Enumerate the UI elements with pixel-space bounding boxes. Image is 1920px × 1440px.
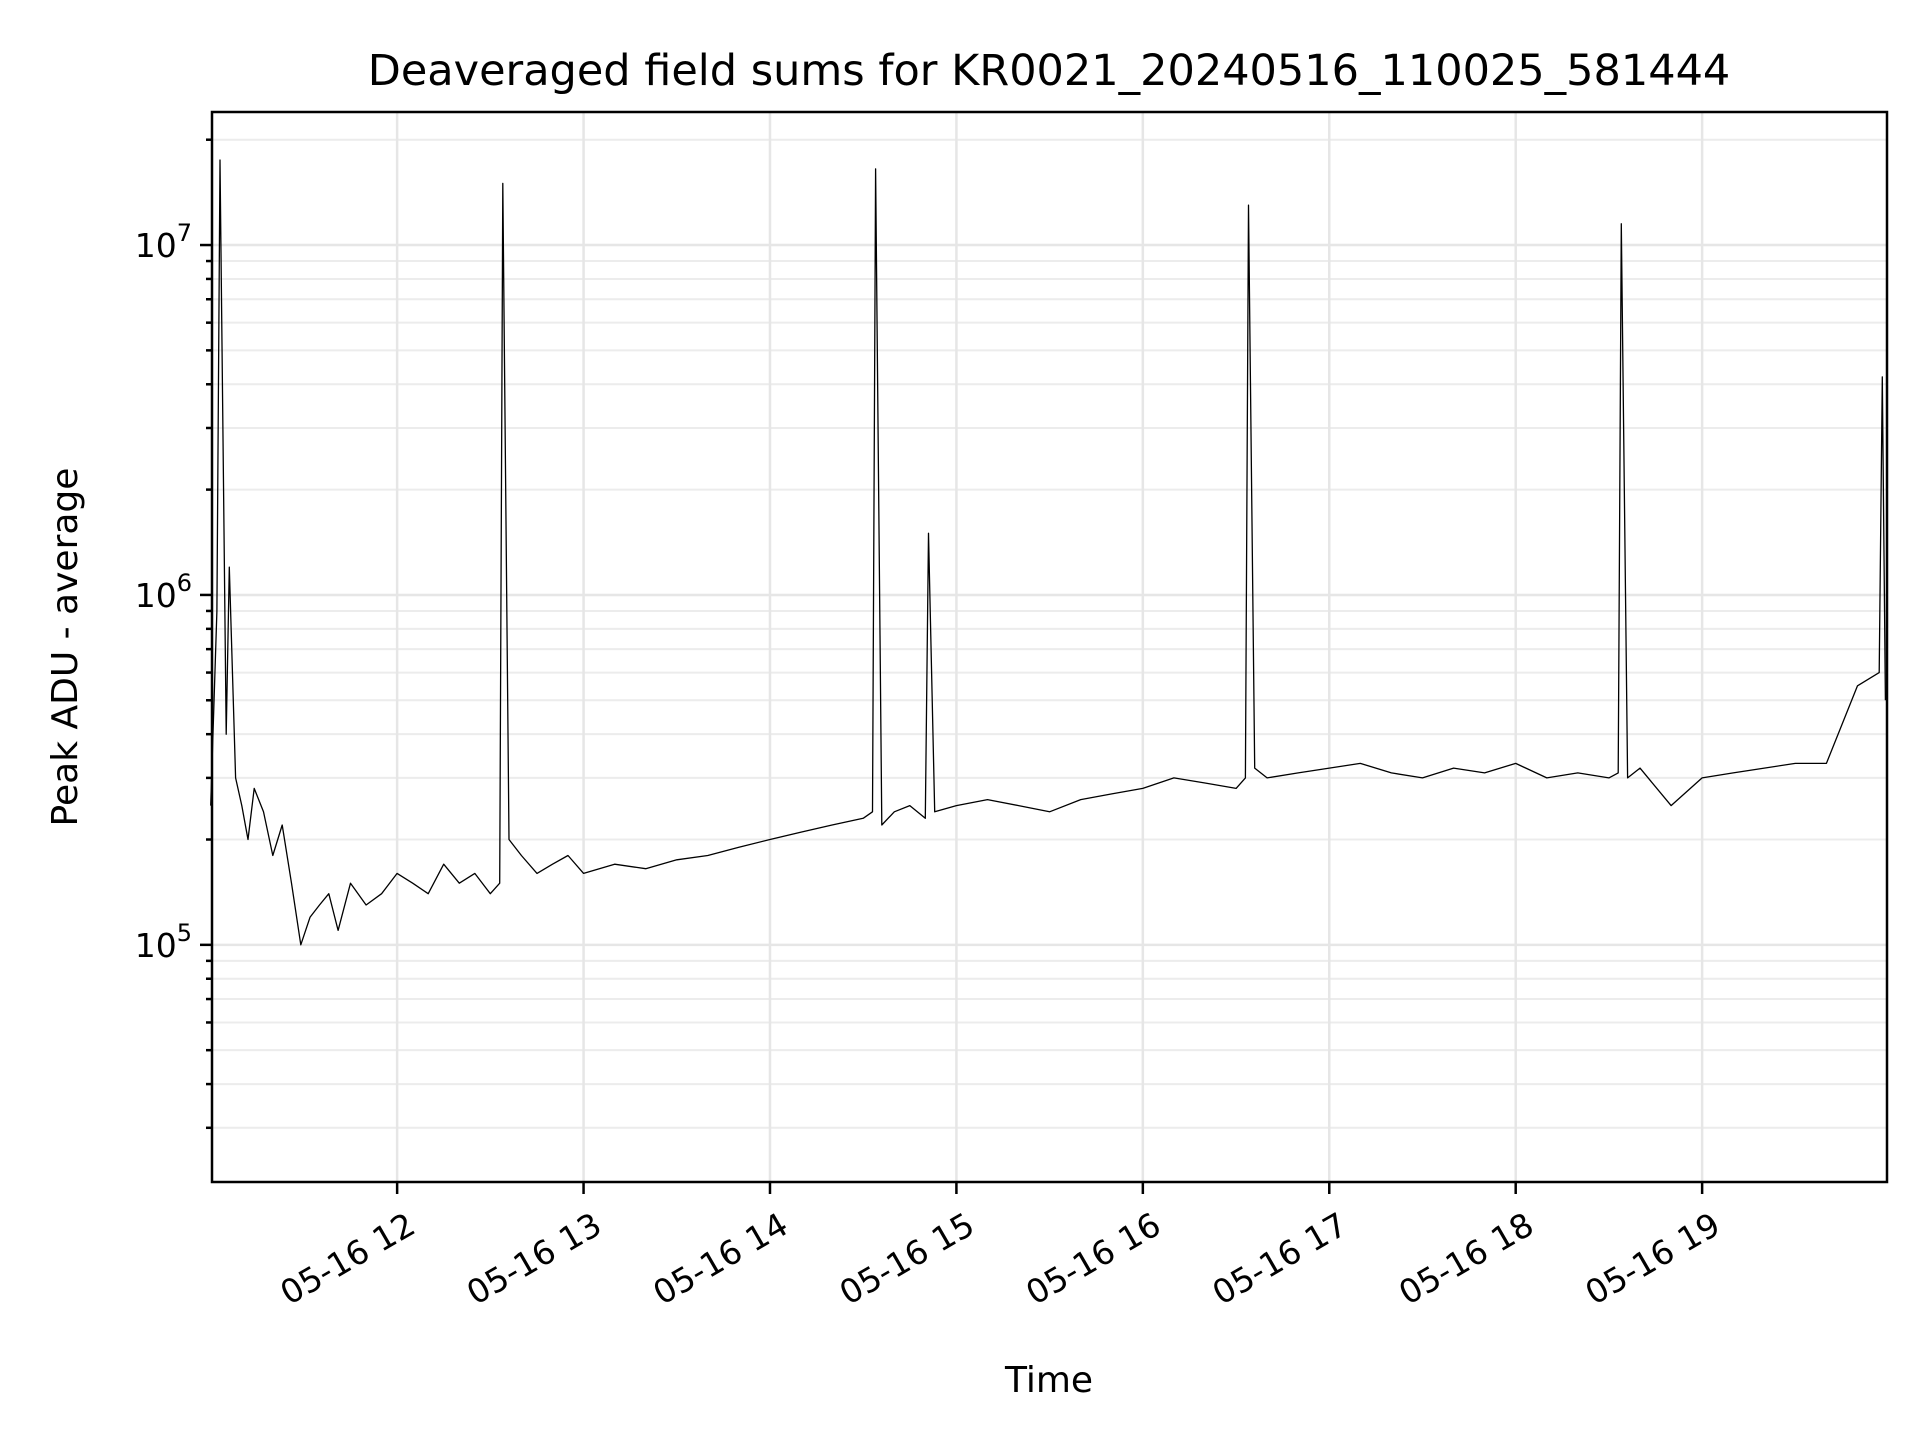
y-tick-exponent: 7 <box>177 219 192 247</box>
x-axis-label: Time <box>1004 1360 1093 1401</box>
y-tick-mantissa: 10 <box>135 576 177 615</box>
axes-frame <box>210 110 1889 1184</box>
y-tick-exponent: 5 <box>177 919 192 947</box>
chart-title: Deaveraged field sums for KR0021_2024051… <box>368 46 1731 96</box>
grid-lines <box>212 112 1887 1182</box>
y-tick-exponent: 6 <box>177 569 192 597</box>
y-axis-label: Peak ADU - average <box>45 468 86 827</box>
y-tick-label: 106 <box>135 569 192 615</box>
y-tick-mantissa: 10 <box>135 926 177 965</box>
y-tick-label: 107 <box>135 219 192 265</box>
y-tick-label: 105 <box>135 919 192 965</box>
series-line <box>210 159 1887 946</box>
y-tick-mantissa: 10 <box>135 226 177 265</box>
